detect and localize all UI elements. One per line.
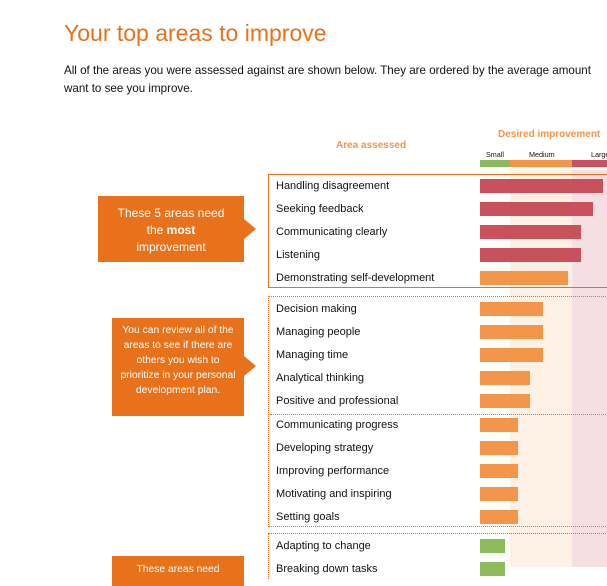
area-label: Motivating and inspiring (276, 488, 392, 500)
improvement-bar (480, 539, 505, 553)
callout-review: You can review all of the areas to see i… (112, 318, 256, 416)
callout-most-bold: most (166, 223, 196, 237)
group-separator (270, 414, 607, 415)
area-label: Setting goals (276, 511, 340, 523)
area-label: Managing time (276, 349, 349, 361)
desired-improvement-header: Desired improvement (498, 129, 601, 140)
page-title: Your top areas to improve (64, 20, 327, 46)
callout-most-line3: improvement (136, 240, 206, 254)
scale-large-band (572, 160, 607, 167)
area-label: Developing strategy (276, 442, 374, 454)
scale-large-label: Large (591, 150, 607, 159)
scale-medium-band (510, 160, 572, 167)
callout-most: These 5 areas need the most improvement (98, 196, 256, 262)
improvement-bar (480, 510, 518, 524)
callout-most-line2: the most (146, 223, 196, 237)
improvement-bar (480, 302, 543, 316)
intro-text: All of the areas you were assessed again… (64, 64, 591, 95)
area-label: Adapting to change (276, 540, 371, 552)
improvement-bar (480, 271, 568, 285)
improvement-bar (480, 202, 593, 216)
improvement-bar (480, 225, 581, 239)
area-label: Demonstrating self-development (276, 272, 435, 284)
area-label: Improving performance (276, 465, 390, 477)
area-label: Breaking down tasks (276, 563, 378, 575)
callout-most-arrow (244, 219, 256, 239)
area-label: Managing people (276, 326, 361, 338)
improvement-bar (480, 394, 530, 408)
callout-review-text: You can review all of the areas to see i… (120, 325, 236, 396)
area-assessed-header: Area assessed (336, 140, 407, 151)
improvement-bar (480, 325, 543, 339)
improvement-bar (480, 248, 581, 262)
improvement-bar (480, 371, 530, 385)
area-group-2 (268, 296, 607, 527)
scale-medium-label: Medium (529, 150, 555, 159)
area-group-3 (268, 533, 607, 579)
improvement-bar (480, 464, 518, 478)
area-group-1 (268, 174, 607, 288)
callout-least-text: These areas need (136, 564, 220, 575)
area-label: Decision making (276, 303, 357, 315)
area-label: Listening (276, 249, 321, 261)
improvement-bar (480, 487, 518, 501)
callout-least: These areas need (112, 556, 244, 586)
area-label: Positive and professional (276, 395, 399, 407)
scale-small-label: Small (486, 150, 504, 159)
improvement-bar (480, 562, 505, 576)
improvement-bar (480, 418, 518, 432)
area-label: Communicating progress (276, 419, 399, 431)
improvement-bar (480, 441, 518, 455)
area-label: Seeking feedback (276, 203, 364, 215)
area-label: Analytical thinking (276, 372, 365, 384)
callout-most-line1: These 5 areas need (117, 206, 225, 220)
area-label: Communicating clearly (276, 226, 388, 238)
scale-small-band (480, 160, 510, 167)
callout-review-arrow (244, 356, 256, 376)
improvement-bar (480, 179, 603, 193)
improvement-bar (480, 348, 543, 362)
area-label: Handling disagreement (276, 180, 390, 192)
